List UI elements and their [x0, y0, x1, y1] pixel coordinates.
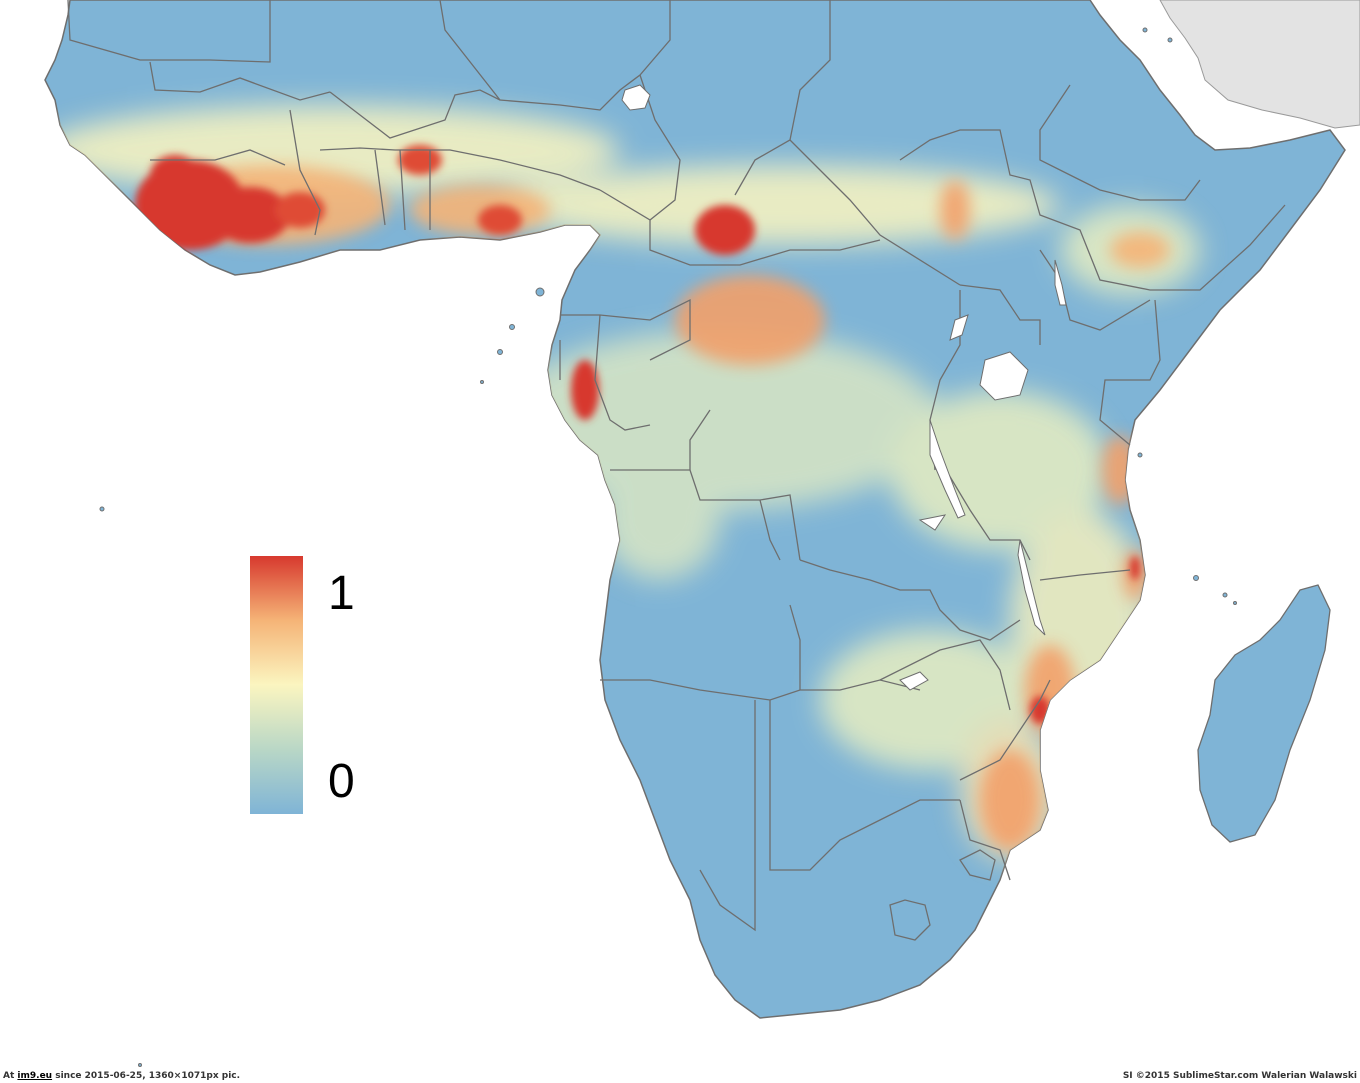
- legend-max-label: 1: [328, 567, 355, 620]
- footer-credit: SI ©2015 SublimeStar.com Walerian Walaws…: [1122, 1071, 1357, 1081]
- madagascar: [1197, 584, 1331, 843]
- footer-prefix: At: [3, 1071, 15, 1081]
- small-islands: [99, 27, 1237, 1067]
- footer-suffix: since 2015-06-25, 1360×1071px pic.: [55, 1071, 241, 1081]
- legend-min-label: 0: [328, 755, 355, 808]
- heat-overlay: [45, 105, 1200, 860]
- footer-left: At im9.eu since 2015-06-25, 1360×1071px …: [3, 1070, 240, 1083]
- arabia-land: [1159, 0, 1360, 129]
- legend-color-bar: [250, 556, 303, 814]
- lakes: [621, 84, 1067, 691]
- footer-link[interactable]: im9.eu: [17, 1071, 53, 1081]
- footer-bar: At im9.eu since 2015-06-25, 1360×1071px …: [0, 1070, 1360, 1083]
